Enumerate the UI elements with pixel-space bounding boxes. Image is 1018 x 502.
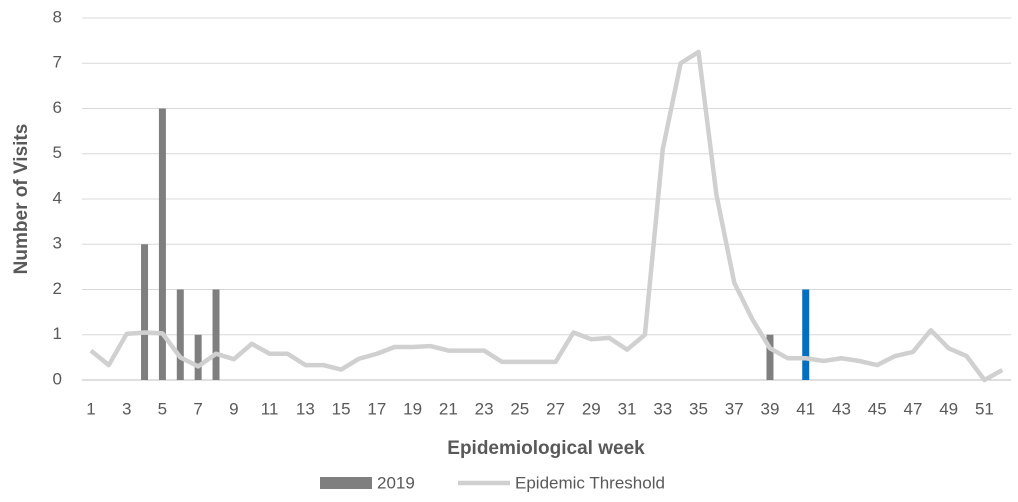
y-tick-label: 7 [53,53,62,72]
x-tick-label: 23 [475,399,494,418]
x-tick-label: 47 [903,399,922,418]
x-tick-label: 11 [261,399,279,418]
x-tick-label: 15 [332,399,351,418]
x-tick-label: 33 [653,399,672,418]
x-tick-label: 31 [618,399,637,418]
legend-label: Epidemic Threshold [515,473,665,492]
y-tick-label: 5 [53,143,62,162]
line [89,49,1004,383]
x-tick-label: 35 [689,399,708,418]
x-tick-label: 9 [229,399,238,418]
x-tick-label: 1 [86,399,95,418]
y-tick-label: 0 [53,369,62,388]
y-tick-label: 2 [53,279,62,298]
legend-swatch [320,477,372,489]
bar [194,334,202,380]
x-tick-label: 5 [158,399,167,418]
y-axis-title: Number of Visits [11,124,32,275]
x-axis-title: Epidemiological week [447,438,645,459]
y-tick-label: 4 [53,188,62,207]
x-tick-label: 19 [403,399,422,418]
y-tick-label: 6 [53,98,62,117]
x-tick-label: 21 [439,399,458,418]
x-tick-label: 29 [582,399,601,418]
y-tick-label: 1 [53,324,62,343]
legend-label: 2019 [377,473,415,492]
y-tick-label: 3 [53,234,62,253]
x-tick-label: 39 [761,399,780,418]
bar [176,289,184,380]
x-tick-label: 27 [546,399,565,418]
bar [141,244,149,380]
x-tick-label: 49 [939,399,958,418]
bar [766,334,774,380]
x-tick-label: 7 [193,399,202,418]
x-tick-label: 13 [296,399,315,418]
x-tick-label: 17 [367,399,386,418]
x-tick-label: 41 [796,399,815,418]
x-tick-label: 3 [122,399,131,418]
x-tick-label: 25 [510,399,529,418]
bar [212,289,220,380]
x-tick-label: 37 [725,399,744,418]
y-tick-label: 8 [53,7,62,26]
x-tick-label: 45 [868,399,887,418]
x-tick-label: 43 [832,399,851,418]
bar [158,108,166,380]
x-tick-label: 51 [975,399,994,418]
bar [802,289,810,380]
